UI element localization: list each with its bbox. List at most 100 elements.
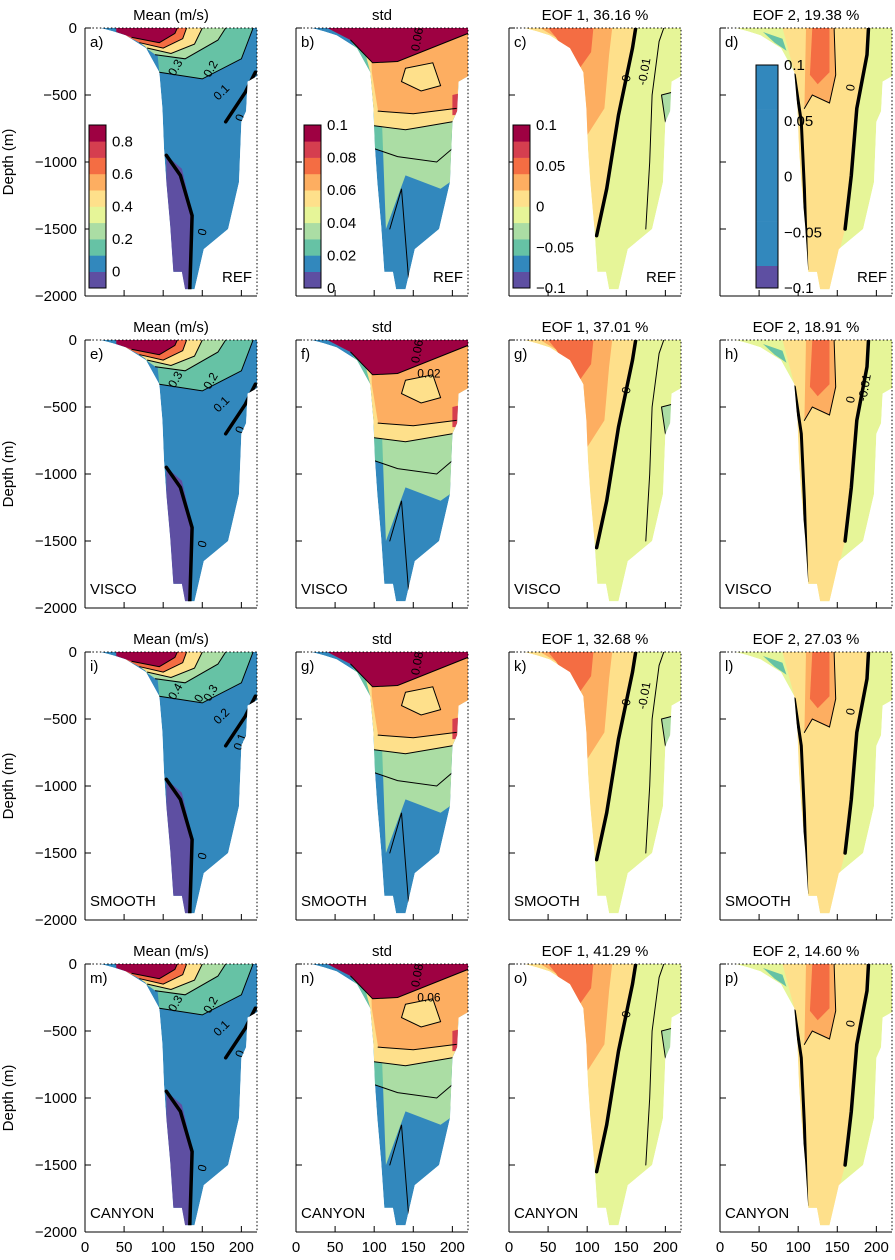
y-axis-label: Depth (m) — [0, 129, 17, 196]
colorbar-tick-label: 0.2 — [112, 231, 133, 248]
contour-fill-group: 0 — [735, 964, 892, 1226]
x-tick-label: 0 — [81, 1239, 89, 1256]
colorbar-tick-label: 0 — [112, 264, 120, 281]
panel-letter: o) — [514, 970, 527, 987]
panel-letter: d) — [725, 34, 738, 51]
contour-fill-group: 0.3 0.20.100 — [100, 28, 257, 290]
contour-line — [400, 62, 442, 92]
contour-fill-region — [401, 374, 441, 403]
colorbar-segment — [756, 131, 778, 155]
contour-line — [803, 964, 837, 1045]
colorbar-segment — [756, 65, 778, 88]
contour-line — [377, 731, 457, 739]
colorbar-segment — [513, 271, 530, 289]
run-label: REF — [857, 269, 887, 286]
contour-fill-region — [540, 652, 613, 760]
y-tick-label: −1500 — [35, 845, 77, 862]
contour-line — [389, 1124, 410, 1226]
panel-letter: m) — [90, 970, 108, 987]
colorbar-segment — [756, 176, 778, 200]
contour-line — [645, 28, 665, 230]
y-tick-label: 0 — [69, 956, 77, 973]
contour-fill-group: 0 — [524, 964, 681, 1226]
contour-label: 0 — [195, 539, 210, 549]
colorbar-segment — [89, 239, 106, 256]
contour-line — [158, 28, 254, 80]
panel-letter: a) — [90, 34, 103, 51]
colorbar-segment — [89, 190, 106, 207]
colorbar-tick-label: 0 — [784, 169, 792, 186]
y-tick-label: −1500 — [35, 1157, 77, 1174]
x-tick-label: 150 — [614, 1239, 639, 1256]
contour-label: 0.08 — [408, 650, 426, 676]
contour-fill-region — [540, 28, 613, 136]
contour-line — [223, 382, 257, 436]
panel-title: Mean (m/s) — [133, 631, 209, 648]
y-tick-label: −1500 — [35, 221, 77, 238]
contour-fill-region — [524, 28, 636, 236]
contour-line — [843, 340, 871, 543]
colorbar-d: −0.1 −0.05 0 0.05 0.1 — [755, 57, 822, 297]
panel-letter: i) — [90, 658, 98, 675]
contour-line — [645, 340, 665, 542]
panel-title: Mean (m/s) — [133, 319, 209, 336]
panel-title: std — [372, 319, 392, 336]
colorbar-tick-label: 0 — [536, 199, 544, 216]
colorbar-frame — [755, 64, 779, 289]
panel-letter: h) — [725, 346, 738, 363]
contour-line — [373, 745, 453, 755]
y-axis-label: Depth (m) — [0, 753, 17, 820]
y-axis-label: Depth (m) — [0, 1065, 17, 1132]
colorbar-segment — [304, 190, 321, 207]
y-tick-label: −2000 — [35, 1224, 77, 1241]
contour-line — [389, 188, 410, 290]
contour-line — [373, 460, 453, 475]
run-label: REF — [646, 269, 676, 286]
x-tick-label: 100 — [786, 1239, 811, 1256]
contour-label: 0 — [619, 1009, 634, 1018]
run-label: VISCO — [90, 581, 137, 598]
contour-fill-region — [100, 652, 257, 914]
contour-fill-group: 0.08 0.06 — [311, 964, 468, 1226]
contour-line — [803, 28, 837, 109]
contour-fill-region — [116, 652, 178, 667]
panel-b-2: std 0.06 b) REF — [295, 7, 469, 297]
panel-p-16: EOF 2, 14.60 % 0 0 50 100 150 200 p) CANYON — [716, 943, 893, 1256]
contour-fill-region — [116, 340, 178, 355]
contour-label: 0 — [195, 851, 210, 861]
contour-fill-region — [166, 155, 193, 290]
panel-g-7: EOF 1, 37.01 % 0 g) VISCO — [508, 319, 682, 609]
colorbar-segment — [304, 239, 321, 256]
colorbar-segment — [89, 157, 106, 175]
panel-title: EOF 2, 14.60 % — [753, 943, 860, 960]
colorbar-segment — [513, 206, 530, 224]
contour-fill-group: 0.06 0.02 — [311, 340, 468, 602]
y-tick-label: −2000 — [35, 288, 77, 305]
contour-fill-region — [524, 340, 636, 548]
contour-fill-region — [548, 964, 594, 1007]
contour-fill-region — [548, 340, 594, 383]
contour-fill-region — [100, 964, 257, 1226]
contour-line — [594, 340, 638, 550]
y-axis-label: Depth (m) — [0, 441, 17, 508]
colorbar-segment — [756, 265, 778, 289]
contour-fill-region — [166, 467, 193, 602]
panel-title: std — [372, 943, 392, 960]
contour-label: 0 — [619, 385, 634, 394]
colorbar-segment — [756, 154, 778, 177]
contour-line — [792, 385, 809, 583]
contour-fill-region — [452, 404, 465, 428]
contour-fill-region — [116, 28, 178, 43]
contour-label: 0 — [843, 1019, 858, 1028]
contour-fill-region — [327, 340, 468, 375]
contour-line — [139, 340, 188, 361]
x-tick-label: 50 — [116, 1239, 133, 1256]
contour-line — [373, 433, 453, 443]
contour-line — [223, 694, 257, 748]
x-tick-label: 200 — [440, 1239, 465, 1256]
run-label: CANYON — [90, 1205, 154, 1222]
contour-line — [154, 28, 227, 60]
contour-fill-region — [452, 92, 465, 116]
contour-line — [158, 340, 254, 392]
contour-fill-region — [327, 964, 468, 999]
